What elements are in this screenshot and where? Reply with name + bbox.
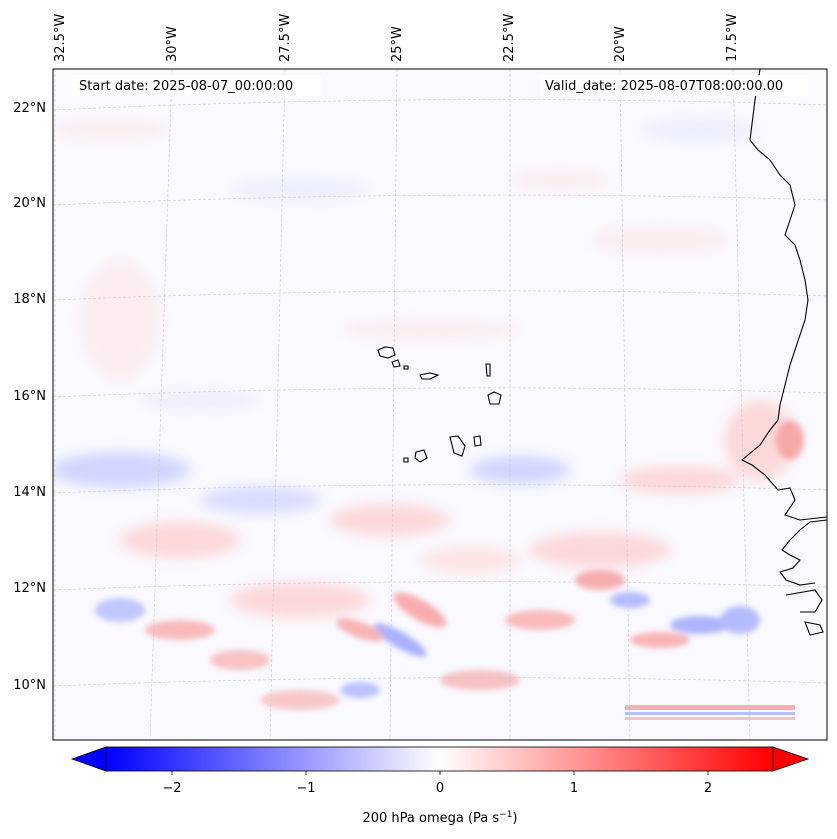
sao-nicolau bbox=[419, 372, 440, 380]
colorbar: −2 −1 0 1 2 200 hPa omega (Pa s−1) bbox=[70, 746, 810, 826]
lat-label-20n: 20°N bbox=[13, 196, 46, 211]
colorbar-tick-label: −1 bbox=[296, 781, 315, 796]
colorbar-title-sup: −1 bbox=[499, 810, 512, 820]
sal bbox=[485, 363, 491, 377]
africa-coastline bbox=[741, 69, 827, 521]
gridline-lon-27-5w bbox=[269, 69, 286, 740]
santiago bbox=[449, 435, 466, 457]
brava bbox=[403, 457, 409, 463]
colorbar-tick-label: 1 bbox=[570, 781, 578, 796]
lon-label-32-5w: 32.5°W bbox=[53, 14, 68, 62]
start-date-box bbox=[72, 75, 322, 96]
map-frame bbox=[52, 68, 828, 741]
valid-date-box bbox=[540, 75, 808, 96]
colorbar-tick-label: −2 bbox=[162, 781, 181, 796]
lat-label-10n: 10°N bbox=[13, 678, 46, 693]
gridline-lat-16n bbox=[53, 387, 827, 398]
colorbar-extend-min bbox=[70, 746, 107, 772]
colorbar-extend-max bbox=[772, 746, 810, 772]
colorbar-title-text: 200 hPa omega (Pa s bbox=[362, 811, 499, 826]
sao-vicente bbox=[391, 359, 401, 368]
colorbar-tick-label: 0 bbox=[436, 781, 444, 796]
gridline-lon-17-5w bbox=[732, 69, 751, 740]
santa-luzia bbox=[403, 365, 409, 370]
fogo bbox=[414, 449, 428, 463]
lon-label-27-5w: 27.5°W bbox=[278, 14, 293, 62]
gridline-lat-10n bbox=[53, 677, 827, 687]
gridline-lon-30w bbox=[149, 69, 173, 740]
lat-label-22n: 22°N bbox=[13, 101, 46, 116]
coastlines bbox=[377, 69, 827, 636]
gridline-lat-22n bbox=[53, 99, 827, 111]
lon-label-22-5w: 22.5°W bbox=[502, 14, 517, 62]
gridline-lat-12n bbox=[53, 581, 827, 591]
graticule bbox=[53, 69, 827, 740]
lon-label-30w: 30°W bbox=[165, 26, 180, 62]
lon-label-17-5w: 17.5°W bbox=[725, 14, 740, 62]
maio bbox=[473, 435, 482, 447]
lat-label-18n: 18°N bbox=[13, 292, 46, 307]
map-panel bbox=[53, 69, 827, 740]
colorbar-title: 200 hPa omega (Pa s−1) bbox=[362, 810, 517, 826]
gridline-lat-14n bbox=[53, 484, 827, 494]
santo-antao bbox=[377, 346, 396, 359]
boa-vista bbox=[487, 391, 502, 405]
lat-label-12n: 12°N bbox=[13, 581, 46, 596]
colorbar-ticks bbox=[171, 771, 709, 775]
lon-label-20w: 20°W bbox=[613, 26, 628, 62]
lon-label-25w: 25°W bbox=[390, 26, 405, 62]
lat-label-14n: 14°N bbox=[13, 485, 46, 500]
valid-date-label: Valid_date: 2025-08-07T08:00:00.00 bbox=[545, 79, 783, 94]
colorbar-title-close: ) bbox=[512, 811, 517, 826]
longitude-labels: 32.5°W 30°W 27.5°W 25°W 22.5°W 20°W 17.5… bbox=[53, 14, 740, 62]
gridline-lat-20n bbox=[53, 194, 827, 206]
colorbar-tick-label: 2 bbox=[704, 781, 712, 796]
gridline-lon-20w bbox=[619, 69, 631, 740]
colorbar-gradient bbox=[105, 746, 774, 772]
start-date-label: Start date: 2025-08-07_00:00:00 bbox=[79, 79, 293, 94]
latitude-labels: 22°N 20°N 18°N 16°N 14°N 12°N 10°N bbox=[13, 101, 46, 693]
gridline-lon-25w bbox=[389, 69, 398, 740]
lat-label-16n: 16°N bbox=[13, 389, 46, 404]
gridline-lat-18n bbox=[53, 290, 827, 301]
